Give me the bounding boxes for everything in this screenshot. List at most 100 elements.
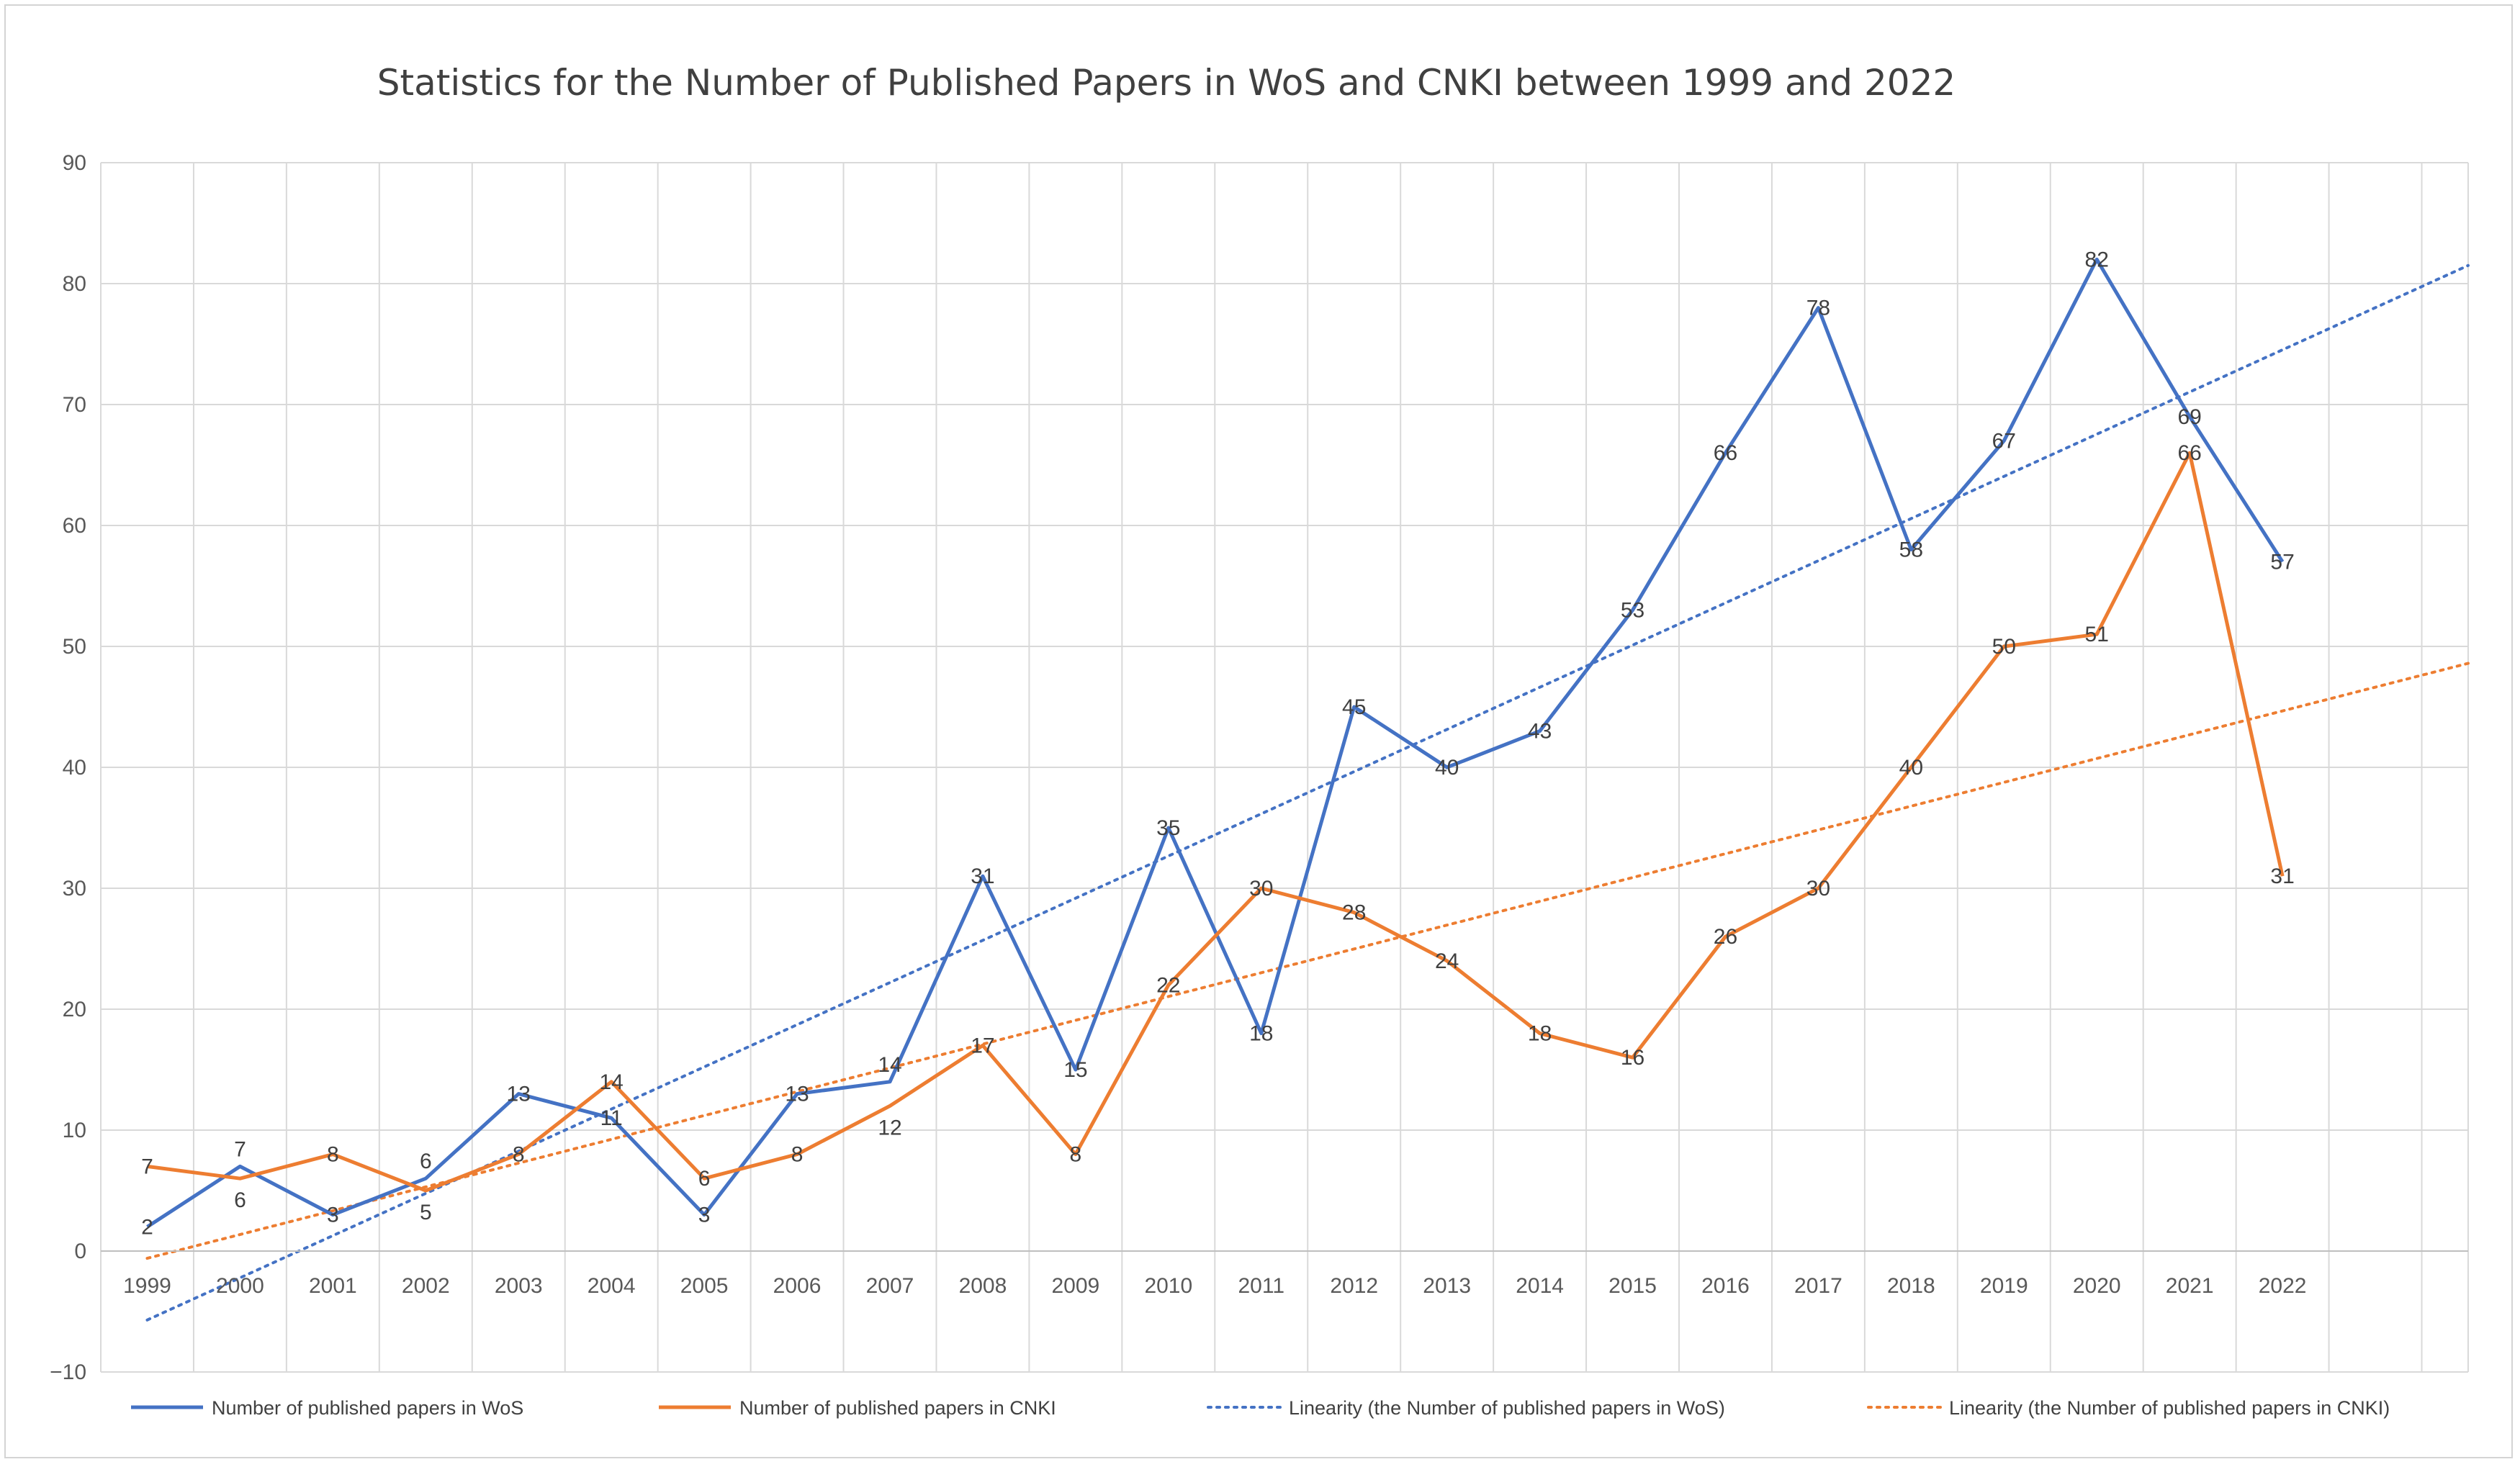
y-tick-label: −10 [50, 1360, 86, 1384]
y-tick-label: 90 [63, 151, 86, 175]
x-tick-label: 2017 [1794, 1274, 1842, 1298]
x-tick-label: 1999 [123, 1274, 171, 1298]
data-label: 6 [234, 1188, 246, 1212]
data-label: 13 [785, 1083, 809, 1106]
legend-item: Number of published papers in CNKI [659, 1397, 1056, 1419]
x-tick-label: 2008 [959, 1274, 1007, 1298]
data-label: 12 [878, 1116, 901, 1139]
legend-item: Linearity (the Number of published paper… [1867, 1397, 2390, 1419]
data-label: 30 [1806, 877, 1830, 900]
data-label: 50 [1992, 635, 2016, 659]
legend-label: Linearity (the Number of published paper… [1949, 1397, 2390, 1419]
data-label: 6 [698, 1167, 711, 1191]
data-label: 14 [878, 1053, 901, 1077]
axis-ticks: −10 0 10 20 30 40 50 60 70 80 90 1999 2000 2001 2002 20… [50, 151, 2468, 1384]
x-tick-label: 2011 [1238, 1274, 1285, 1298]
data-label: 8 [327, 1143, 339, 1167]
data-label: 7 [234, 1137, 246, 1161]
x-tick-label: 2019 [1980, 1274, 2028, 1298]
data-label: 26 [1714, 925, 1737, 949]
x-tick-label: 2009 [1052, 1274, 1100, 1298]
data-label: 14 [599, 1070, 623, 1094]
legend-label: Linearity (the Number of published paper… [1289, 1397, 1725, 1419]
legend-label: Number of published papers in WoS [212, 1397, 523, 1419]
y-tick-label: 0 [74, 1240, 86, 1263]
x-tick-label: 2010 [1144, 1274, 1192, 1298]
legend-item: Linearity (the Number of published paper… [1207, 1397, 1725, 1419]
data-label: 18 [1528, 1022, 1552, 1046]
data-label: 6 [420, 1150, 432, 1173]
data-label: 58 [1899, 538, 1923, 562]
data-label: 66 [1714, 441, 1737, 465]
data-label: 15 [1063, 1058, 1087, 1082]
data-label: 3 [698, 1204, 711, 1227]
series-line [146, 257, 2285, 1229]
data-label: 40 [1899, 756, 1923, 780]
trendline [145, 662, 2470, 1260]
x-tick-label: 2000 [216, 1274, 264, 1298]
x-tick-label: 2006 [773, 1274, 822, 1298]
y-tick-label: 30 [63, 877, 86, 900]
data-label: 57 [2270, 550, 2294, 574]
data-label: 82 [2085, 248, 2109, 271]
data-label: 67 [1992, 429, 2016, 453]
data-label: 51 [2085, 623, 2109, 646]
x-tick-label: 2021 [2166, 1274, 2214, 1298]
x-tick-label: 2013 [1423, 1274, 1471, 1298]
data-label: 24 [1435, 949, 1459, 973]
data-label: 66 [2177, 441, 2201, 465]
series-line [147, 451, 2285, 1193]
data-label: 17 [971, 1034, 994, 1057]
data-label: 2 [141, 1215, 153, 1239]
data-label: 43 [1528, 720, 1552, 744]
data-label: 35 [1156, 816, 1180, 840]
x-tick-label: 2022 [2259, 1274, 2307, 1298]
y-tick-label: 10 [63, 1119, 86, 1142]
data-label: 28 [1342, 901, 1366, 925]
legend-item: Number of published papers in WoS [131, 1397, 523, 1419]
series-lines [146, 257, 2285, 1229]
x-tick-label: 2007 [866, 1274, 914, 1298]
data-label: 78 [1806, 297, 1830, 320]
x-tick-label: 2020 [2073, 1274, 2121, 1298]
x-tick-label: 2003 [495, 1274, 543, 1298]
x-tick-label: 2018 [1887, 1274, 1935, 1298]
data-label: 5 [420, 1201, 432, 1224]
data-label: 53 [1621, 599, 1644, 623]
data-label: 16 [1621, 1046, 1644, 1070]
x-tick-label: 2016 [1701, 1274, 1750, 1298]
data-label: 11 [600, 1106, 623, 1130]
data-label: 13 [507, 1083, 531, 1106]
data-labels: 2736131131314311535184540435366785867826… [141, 248, 2295, 1239]
data-label: 69 [2177, 405, 2201, 429]
legend: Number of published papers in WoS Number … [131, 1397, 2390, 1419]
data-label: 22 [1156, 973, 1180, 997]
x-tick-label: 2005 [680, 1274, 729, 1298]
data-label: 31 [971, 865, 994, 888]
data-label: 40 [1435, 756, 1459, 780]
x-tick-label: 2014 [1516, 1274, 1564, 1298]
y-tick-label: 20 [63, 998, 86, 1021]
y-tick-label: 70 [63, 393, 86, 417]
data-label: 30 [1249, 877, 1273, 900]
data-label: 45 [1342, 695, 1366, 719]
data-label: 8 [513, 1143, 525, 1167]
x-tick-label: 2012 [1330, 1274, 1378, 1298]
x-tick-label: 2002 [402, 1274, 450, 1298]
data-label: 18 [1249, 1022, 1273, 1046]
y-tick-label: 50 [63, 635, 86, 659]
x-tick-label: 2015 [1608, 1274, 1657, 1298]
y-tick-label: 40 [63, 756, 86, 780]
y-tick-label: 60 [63, 514, 86, 538]
chart-frame [4, 4, 2513, 1458]
data-label: 7 [141, 1155, 153, 1178]
x-tick-label: 2001 [309, 1274, 357, 1298]
gridlines [100, 162, 2469, 1373]
data-label: 8 [791, 1143, 804, 1167]
y-tick-label: 80 [63, 272, 86, 296]
data-label: 31 [2270, 865, 2294, 888]
x-tick-label: 2004 [588, 1274, 636, 1298]
data-label: 8 [1070, 1143, 1082, 1167]
legend-label: Number of published papers in CNKI [739, 1397, 1056, 1419]
